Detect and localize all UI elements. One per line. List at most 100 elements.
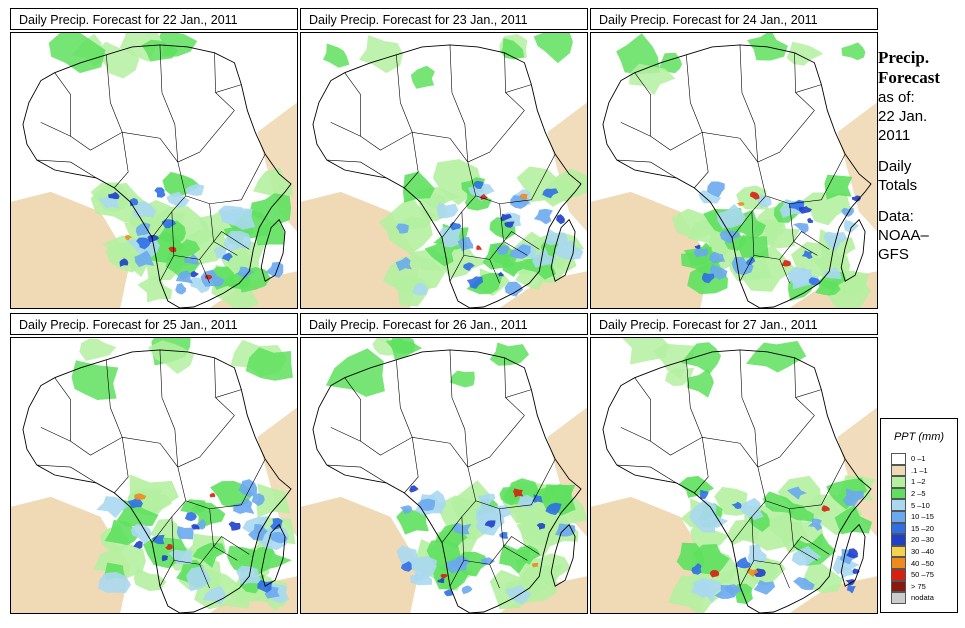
country-border	[215, 389, 242, 398]
precip-area	[184, 512, 197, 522]
country-border	[504, 357, 525, 416]
precip-area	[378, 195, 436, 236]
precip-area	[191, 524, 200, 530]
dry-zone	[789, 576, 877, 613]
precip-area	[410, 65, 435, 89]
precip-area	[442, 244, 489, 279]
legend-row: 2 –5	[881, 487, 957, 500]
legend-label: 10 –15	[911, 512, 934, 522]
precip-area	[462, 262, 475, 271]
precip-legend: PPT (mm) 0 –1.1 –1 1 –2 2 –5 5 –10 10 –15 15 …	[880, 418, 958, 613]
country-border	[795, 84, 822, 93]
country-border	[441, 195, 476, 238]
dry-zone	[837, 102, 877, 232]
precip-area	[119, 258, 129, 267]
precip-area	[473, 180, 484, 189]
africa-coastline	[22, 44, 292, 308]
madagascar-outline	[260, 523, 286, 587]
precip-area	[777, 475, 826, 524]
precip-area	[166, 191, 190, 208]
precip-area	[449, 370, 475, 388]
country-border	[159, 349, 179, 468]
precip-area	[542, 188, 559, 199]
precip-area	[48, 33, 106, 74]
legend-row: nodata	[881, 592, 957, 604]
precip-area	[851, 195, 861, 202]
precip-area	[731, 501, 742, 509]
precip-area	[245, 347, 293, 381]
precip-area	[218, 205, 244, 226]
precip-area	[510, 195, 530, 209]
precip-area	[843, 220, 860, 234]
precip-area	[686, 368, 714, 398]
precip-area	[412, 282, 428, 296]
precip-area	[741, 244, 798, 292]
precip-area	[709, 251, 726, 264]
country-border	[36, 464, 97, 484]
precip-area	[714, 585, 734, 599]
precip-area	[400, 505, 413, 514]
precip-area	[699, 489, 709, 500]
legend-swatch	[891, 580, 906, 593]
precip-area	[154, 187, 166, 198]
precip-area	[698, 190, 722, 204]
asof-line3: 2011	[878, 127, 911, 144]
map-svg	[301, 338, 587, 613]
precip-area	[222, 252, 233, 262]
country-border	[757, 458, 846, 510]
precip-area	[395, 256, 412, 272]
precip-map	[590, 337, 878, 614]
legend-swatch	[891, 522, 906, 535]
precip-area	[702, 272, 715, 284]
legend-swatch	[891, 499, 906, 511]
precip-area	[556, 214, 565, 225]
precip-area	[489, 342, 530, 366]
asof-line2: 22 Jan.	[878, 108, 928, 125]
legend-label: 30 –40	[911, 547, 934, 557]
africa-coastline	[312, 349, 582, 613]
precip-area	[793, 576, 815, 590]
legend-row: 40 –50	[881, 557, 957, 569]
legend-label: nodata	[911, 593, 934, 603]
country-border	[159, 44, 179, 163]
panel-title: Daily Precip. Forecast for 25 Jan., 2011	[10, 313, 298, 335]
madagascar-outline	[840, 523, 866, 587]
precip-area	[437, 577, 445, 583]
country-border	[449, 44, 469, 163]
precip-area	[175, 270, 194, 284]
legend-row: 10 –15	[881, 510, 957, 523]
dry-zone	[301, 496, 421, 613]
precip-area	[532, 247, 557, 268]
precip-area	[152, 534, 165, 545]
side-title-line1: Precip.	[878, 48, 930, 67]
country-border	[467, 110, 525, 163]
country-border	[54, 377, 179, 468]
legend-row: 15 –20	[881, 522, 957, 535]
legend-swatch	[891, 476, 906, 488]
legend-swatch	[891, 534, 906, 546]
precip-area	[228, 521, 241, 531]
precip-area	[209, 492, 216, 498]
precip-map	[300, 32, 588, 309]
country-border	[620, 427, 651, 442]
precip-area	[555, 239, 584, 260]
legend-swatch	[891, 545, 906, 558]
africa-coastline	[602, 349, 872, 613]
precip-area	[438, 227, 462, 248]
precip-area	[108, 191, 120, 200]
panel-title: Daily Precip. Forecast for 26 Jan., 2011	[300, 313, 588, 335]
country-border	[199, 231, 250, 260]
country-border	[396, 359, 413, 438]
precip-map	[10, 32, 298, 309]
precip-area	[233, 498, 255, 515]
precip-area	[749, 191, 760, 200]
precip-area	[738, 497, 764, 521]
country-border	[330, 122, 361, 137]
precip-area	[531, 562, 539, 568]
panel-title: Daily Precip. Forecast for 22 Jan., 2011	[10, 8, 298, 30]
precip-area	[409, 485, 419, 493]
precip-area	[184, 254, 199, 265]
precip-area	[385, 338, 416, 354]
precip-area	[757, 194, 772, 208]
precip-area	[134, 493, 147, 500]
